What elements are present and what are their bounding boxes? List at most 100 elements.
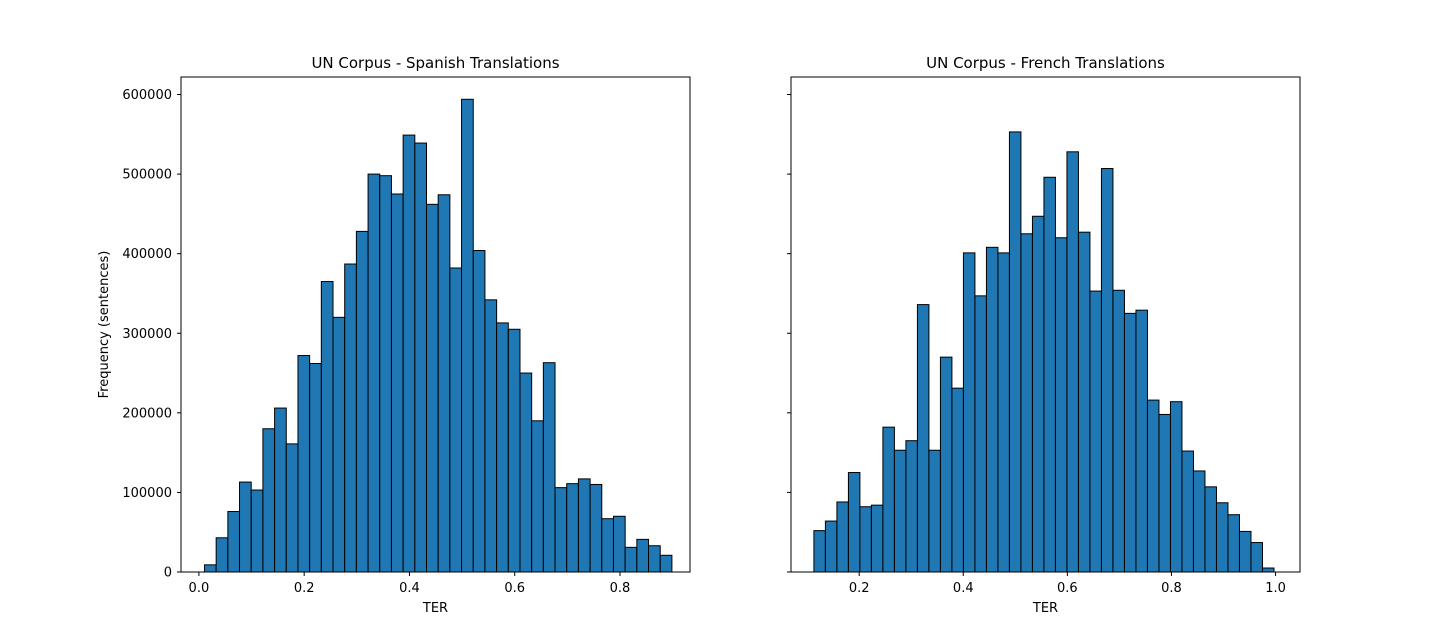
french-histogram-bar	[1043, 176, 1056, 573]
french-y-ticks	[787, 94, 791, 573]
spanish-y-tick-label: 400000	[122, 247, 172, 262]
french-histogram-bar	[1181, 450, 1194, 573]
french-histogram-bar	[928, 449, 941, 573]
spanish-histogram-bar	[239, 481, 252, 573]
french-histogram-bar	[951, 387, 964, 573]
french-histogram-bar	[1066, 151, 1079, 573]
spanish-histogram-bar	[309, 363, 322, 573]
spanish-histogram-bar	[379, 175, 392, 573]
spanish-histogram-bar	[297, 355, 311, 573]
spanish-histogram-bar	[636, 538, 650, 573]
french-histogram-bar	[974, 295, 987, 573]
french-histogram-bar	[997, 252, 1010, 573]
spanish-x-ticks: 0.0 0.2 0.4 0.6 0.8	[189, 572, 631, 596]
french-histogram-bar	[1031, 215, 1045, 573]
french-histogram-bar	[1204, 486, 1217, 573]
spanish-histogram-bar	[203, 564, 217, 573]
french-histogram-bar	[1261, 567, 1275, 573]
spanish-y-axis-label: Frequency (sentences)	[97, 251, 112, 399]
spanish-histogram-bar	[624, 546, 638, 573]
french-plot-frame	[790, 76, 1301, 573]
spanish-y-tick-label: 500000	[122, 168, 172, 183]
spanish-histogram-bar	[472, 249, 486, 573]
spanish-histogram-bar	[414, 142, 427, 573]
french-x-tick-label: 0.8	[1161, 581, 1182, 596]
french-histogram-bar	[962, 252, 976, 573]
spanish-histogram-bar	[367, 173, 381, 573]
spanish-histogram-bar	[542, 362, 556, 573]
spanish-histogram-bar	[215, 537, 229, 573]
spanish-histogram-bar	[320, 281, 334, 573]
french-chart-title: UN Corpus - French Translations	[926, 54, 1165, 72]
spanish-histogram-bar	[332, 316, 346, 573]
french-histogram-bar	[1238, 530, 1252, 573]
spanish-x-axis-label: TER	[422, 601, 448, 616]
spanish-histogram-bar	[449, 267, 463, 573]
french-histogram-bar	[893, 449, 907, 573]
french-histogram-bar	[847, 472, 861, 573]
spanish-histogram-bar	[589, 483, 603, 573]
spanish-y-tick-label: 600000	[122, 88, 172, 103]
spanish-plot-frame	[180, 76, 691, 573]
french-histogram-bar	[1169, 401, 1183, 573]
spanish-histogram-bar	[285, 443, 299, 573]
french-histogram-bar	[1227, 514, 1240, 573]
spanish-histogram-bar	[648, 545, 661, 573]
spanish-x-tick-label: 0.2	[294, 581, 315, 596]
spanish-histogram-bar	[554, 487, 568, 573]
spanish-x-tick-label: 0.8	[610, 581, 631, 596]
spanish-x-tick-label: 0.0	[189, 581, 210, 596]
french-x-tick-label: 0.2	[849, 581, 870, 596]
spanish-histogram-bar	[426, 203, 439, 573]
french-histogram-bar	[985, 246, 999, 573]
spanish-histogram-bar	[484, 299, 498, 573]
french-histogram-bar	[1250, 542, 1263, 573]
spanish-histogram-bar	[612, 515, 626, 573]
spanish-histogram-bar	[390, 193, 404, 573]
french-histogram-bar	[905, 440, 918, 573]
spanish-histogram-axes: 0.0 0.2 0.4 0.6 0.8 0 100000 200000 300000 40000…	[97, 54, 691, 616]
spanish-y-tick-label: 200000	[122, 406, 172, 421]
spanish-histogram-bar	[355, 230, 369, 573]
spanish-histogram-bar	[437, 194, 451, 573]
french-histogram-bar	[1112, 289, 1125, 573]
spanish-chart-title: UN Corpus - Spanish Translations	[311, 54, 559, 72]
spanish-histogram-bar	[659, 554, 673, 573]
french-x-axis-label: TER	[1032, 601, 1058, 616]
spanish-histogram-bar	[274, 407, 287, 573]
french-histogram-bar	[1008, 131, 1022, 573]
spanish-histogram-bar	[496, 322, 509, 573]
french-histogram-bar	[1077, 231, 1091, 573]
french-histogram-bar	[813, 530, 826, 573]
french-x-ticks: 0.2 0.4 0.6 0.8 1.0	[849, 572, 1286, 596]
french-x-tick-label: 1.0	[1265, 581, 1286, 596]
french-histogram-bar	[870, 504, 884, 573]
spanish-x-tick-label: 0.4	[399, 581, 420, 596]
spanish-y-tick-label: 300000	[122, 327, 172, 342]
french-histogram-bar	[1215, 502, 1229, 573]
french-histogram-bar	[859, 506, 872, 573]
spanish-histogram-bar	[531, 420, 544, 573]
french-x-tick-label: 0.6	[1057, 581, 1078, 596]
spanish-y-tick-label: 0	[164, 566, 172, 581]
french-histogram-bar	[882, 426, 895, 573]
french-histogram-axes: 0.2 0.4 0.6 0.8 1.0 UN Corpus - French Trans…	[787, 54, 1301, 616]
french-histogram-bar	[824, 520, 838, 573]
spanish-histogram-bar	[250, 489, 264, 573]
spanish-histogram-bar	[402, 134, 416, 573]
french-histogram-bar	[916, 304, 930, 573]
spanish-histogram-bar	[566, 483, 579, 573]
french-histogram-bar	[939, 356, 953, 573]
french-histogram-bar	[836, 501, 849, 573]
spanish-histogram-bar	[519, 372, 533, 573]
french-histogram-bar	[1054, 237, 1068, 573]
french-histogram-bar	[1020, 233, 1033, 573]
spanish-histogram-bar	[461, 98, 474, 573]
spanish-histogram-bar	[577, 478, 591, 573]
spanish-y-ticks: 0 100000 200000 300000 400000 500000 600000	[122, 88, 181, 581]
spanish-histogram-bar	[227, 511, 241, 573]
french-histogram-bar	[1089, 290, 1102, 573]
spanish-histogram-bar	[507, 328, 521, 573]
french-histogram-bar	[1146, 399, 1160, 573]
